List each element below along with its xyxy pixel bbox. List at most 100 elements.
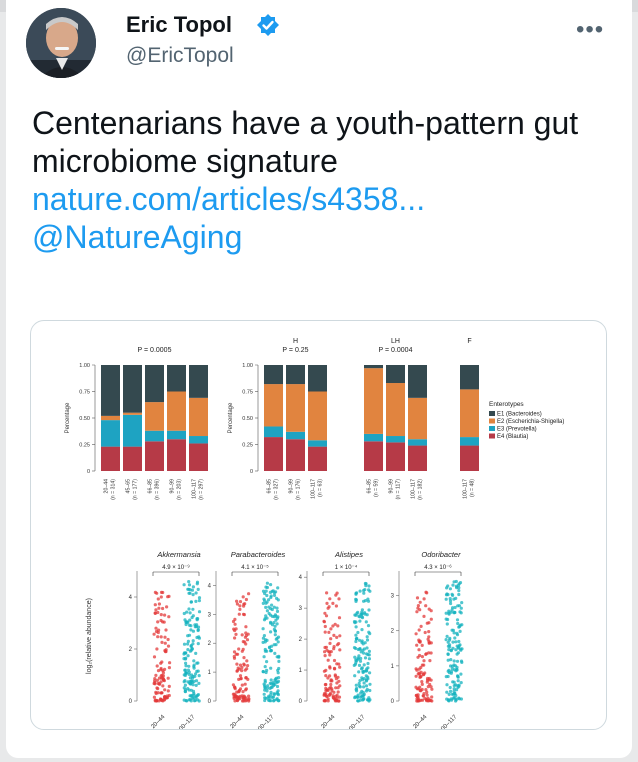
author-handle[interactable]: @EricTopol xyxy=(126,44,234,67)
data-point xyxy=(163,650,168,654)
data-point xyxy=(450,667,454,671)
data-point xyxy=(333,622,337,626)
mention-link[interactable]: @NatureAging xyxy=(32,219,243,255)
data-point xyxy=(362,647,366,651)
data-point xyxy=(269,648,273,653)
figure-image[interactable]: P = 0.0005 0 0.25 0.50 0.75 1.00 Percentage 20–… xyxy=(30,320,607,730)
data-point xyxy=(327,693,331,697)
data-point xyxy=(335,635,339,639)
data-point xyxy=(324,674,328,678)
data-point xyxy=(364,689,368,693)
data-point xyxy=(418,672,422,676)
data-point xyxy=(429,609,433,613)
data-point xyxy=(427,635,431,639)
data-point xyxy=(154,626,158,630)
data-point xyxy=(273,651,277,655)
data-point xyxy=(363,599,368,603)
data-point xyxy=(323,698,327,702)
data-point xyxy=(429,617,433,621)
data-point xyxy=(354,592,358,596)
data-point xyxy=(458,624,462,629)
legend-swatch xyxy=(489,426,495,431)
author-name[interactable]: Eric Topol xyxy=(126,12,232,37)
data-point xyxy=(449,697,453,701)
data-point xyxy=(453,605,457,610)
data-point xyxy=(430,687,434,691)
x-tick-label: 100–117 xyxy=(192,479,198,499)
data-point xyxy=(414,632,418,636)
data-point xyxy=(353,674,357,678)
data-point xyxy=(418,688,422,693)
data-point xyxy=(332,633,336,637)
data-point xyxy=(270,603,274,607)
legend-label: E4 (Blautia) xyxy=(497,434,528,440)
data-point xyxy=(325,591,329,595)
panel-top-label: F xyxy=(467,338,471,345)
p-value-label: 4.3 × 10⁻⁶ xyxy=(424,564,452,571)
bar-segment xyxy=(364,365,383,369)
data-point xyxy=(323,654,327,658)
data-point xyxy=(189,644,193,648)
data-point xyxy=(244,676,248,680)
data-point xyxy=(159,668,163,672)
data-point xyxy=(355,689,359,693)
data-point xyxy=(425,591,429,595)
data-point xyxy=(452,684,456,688)
data-point xyxy=(447,648,451,652)
data-point xyxy=(323,611,327,615)
data-point xyxy=(277,666,281,671)
data-point xyxy=(275,609,280,613)
x-n-label: (n = 48) xyxy=(470,479,476,497)
data-point xyxy=(276,671,280,675)
data-point xyxy=(447,612,451,616)
bar-segment xyxy=(167,365,186,392)
x-n-label: (n = 203) xyxy=(177,479,183,500)
data-point xyxy=(263,599,267,603)
data-point xyxy=(269,621,273,625)
data-point xyxy=(325,601,329,605)
data-point xyxy=(332,645,336,649)
data-point xyxy=(358,647,362,651)
data-point xyxy=(425,693,429,697)
data-point xyxy=(452,696,456,700)
data-point xyxy=(152,695,156,699)
bar-segment xyxy=(189,443,208,471)
data-point xyxy=(331,624,335,628)
data-point xyxy=(265,593,269,598)
bar-segment xyxy=(123,414,142,447)
data-point xyxy=(191,674,195,679)
x-n-label: (n = 177) xyxy=(133,479,139,500)
data-point xyxy=(418,600,422,604)
data-point xyxy=(160,673,164,677)
article-link[interactable]: nature.com/articles/s4358... xyxy=(32,181,426,217)
data-point xyxy=(192,679,196,684)
data-point xyxy=(238,694,242,698)
more-options-icon[interactable]: ••• xyxy=(576,16,605,43)
data-point xyxy=(273,633,277,637)
data-point xyxy=(263,638,268,642)
data-point xyxy=(361,669,365,673)
data-point xyxy=(159,680,163,684)
data-point xyxy=(194,591,198,595)
data-point xyxy=(184,671,188,675)
data-point xyxy=(429,651,433,655)
data-point xyxy=(416,604,420,608)
data-point xyxy=(265,581,269,585)
data-point xyxy=(264,670,268,675)
data-point xyxy=(267,646,272,650)
bar-segment xyxy=(145,365,164,403)
avatar[interactable] xyxy=(26,8,96,78)
data-point xyxy=(425,690,429,694)
data-point xyxy=(192,666,196,670)
data-point xyxy=(336,624,340,628)
data-point xyxy=(362,697,366,701)
data-point xyxy=(191,593,195,597)
data-point xyxy=(240,669,244,673)
data-point xyxy=(364,678,368,682)
data-point xyxy=(360,615,364,619)
data-point xyxy=(183,657,188,661)
data-point xyxy=(161,671,165,675)
data-point xyxy=(187,670,191,674)
data-point xyxy=(192,696,196,700)
data-point xyxy=(265,609,269,613)
